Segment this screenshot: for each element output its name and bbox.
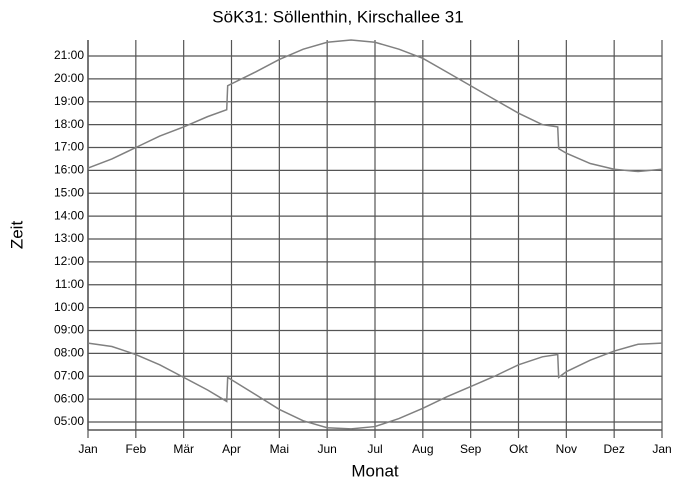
x-axis-label: Monat <box>351 461 399 480</box>
x-tick-label: Jun <box>317 442 336 456</box>
x-tick-label: Jul <box>367 442 382 456</box>
x-tick-label: Apr <box>222 442 241 456</box>
line <box>87 342 663 430</box>
y-tick-label: 06:00 <box>54 391 84 405</box>
x-tick-label: Okt <box>509 442 528 456</box>
x-tick-label: Nov <box>556 442 577 456</box>
x-tick-label: Jan <box>652 442 671 456</box>
x-tick-label: Mai <box>270 442 289 456</box>
x-tick-label: Mär <box>173 442 194 456</box>
y-tick-label: 17:00 <box>54 140 84 154</box>
chart-title: SöK31: Söllenthin, Kirschallee 31 <box>212 7 463 26</box>
y-tick-label: 14:00 <box>54 208 84 222</box>
y-tick-label: 19:00 <box>54 94 84 108</box>
x-tick-label: Dez <box>603 442 624 456</box>
y-tick-label: 10:00 <box>54 300 84 314</box>
y-tick-label: 09:00 <box>54 323 84 337</box>
y-tick-label: 20:00 <box>54 71 84 85</box>
y-tick-label: 11:00 <box>55 277 84 291</box>
y-tick-label: 21:00 <box>54 48 84 62</box>
y-tick-label: 05:00 <box>54 414 84 428</box>
y-tick-label: 13:00 <box>54 231 84 245</box>
y-tick-label: 15:00 <box>54 185 84 199</box>
y-tick-label: 16:00 <box>54 163 84 177</box>
y-tick-label: 12:00 <box>54 254 84 268</box>
x-tick-label: Aug <box>412 442 433 456</box>
y-tick-label: 07:00 <box>54 368 84 382</box>
x-tick-label: Jan <box>78 442 97 456</box>
line <box>87 39 663 173</box>
x-tick-label: Sep <box>460 442 482 456</box>
y-axis-label: Zeit <box>7 221 26 250</box>
y-tick-label: 08:00 <box>54 346 84 360</box>
y-tick-label: 18:00 <box>54 117 84 131</box>
x-tick-label: Feb <box>125 442 146 456</box>
